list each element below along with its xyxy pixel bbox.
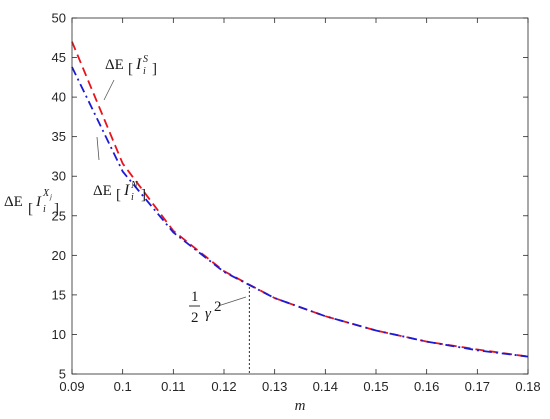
- y-tick-label: 25: [52, 208, 66, 223]
- y-tick-label: 5: [59, 367, 66, 382]
- x-axis-label: m: [295, 398, 306, 414]
- gamma-annotation: 1 2 γ 2: [189, 289, 247, 326]
- svg-text:]: ]: [152, 61, 157, 77]
- x-tick-label: 0.18: [515, 379, 540, 394]
- svg-text:2: 2: [191, 310, 199, 326]
- svg-text:I: I: [123, 182, 130, 199]
- svg-text:S: S: [143, 54, 148, 65]
- series-line-1: [71, 66, 529, 358]
- svg-text:γ: γ: [205, 306, 212, 322]
- svg-text:ΔE: ΔE: [4, 194, 23, 210]
- svg-text:]: ]: [54, 201, 59, 217]
- x-tick-label: 0.13: [262, 379, 287, 394]
- y-tick-label: 40: [52, 90, 66, 105]
- y-axis-ticks: 5 10 15 20 25 30 35 40 45 50: [52, 11, 528, 382]
- svg-text:i: i: [131, 192, 134, 203]
- svg-text:I: I: [35, 194, 42, 210]
- y-tick-label: 10: [52, 327, 66, 342]
- x-tick-label: 0.14: [313, 379, 338, 394]
- x-tick-label: 0.1: [114, 379, 132, 394]
- svg-text:I: I: [135, 56, 142, 73]
- series-layer: [71, 41, 529, 358]
- svg-text:X: X: [42, 188, 50, 199]
- svg-text:i: i: [43, 204, 46, 215]
- x-tick-label: 0.17: [465, 379, 490, 394]
- gamma-leader: [217, 296, 247, 307]
- svg-text:]: ]: [141, 187, 146, 203]
- x-axis-ticks: 0.09 0.1 0.11 0.12 0.13 0.14 0.15 0.16 0.17 0.18: [59, 18, 541, 394]
- y-tick-label: 35: [52, 129, 66, 144]
- x-tick-label: 0.09: [59, 379, 84, 394]
- legend-leader-s: [103, 79, 115, 101]
- svg-text:N: N: [130, 180, 139, 191]
- svg-text:i: i: [143, 66, 146, 77]
- y-tick-label: 45: [52, 50, 66, 65]
- x-tick-label: 0.11: [161, 379, 185, 394]
- svg-text:ΔE: ΔE: [105, 57, 124, 73]
- x-tick-label: 0.16: [414, 379, 439, 394]
- y-tick-label: 15: [52, 287, 66, 302]
- x-tick-label: 0.15: [363, 379, 388, 394]
- svg-text:1: 1: [191, 289, 199, 305]
- y-tick-label: 20: [52, 248, 66, 263]
- legend-label-s: ΔE [ I i S ]: [103, 54, 157, 101]
- legend-leader-n: [96, 136, 100, 161]
- plot-frame: [71, 17, 529, 375]
- svg-text:[: [: [28, 201, 33, 217]
- y-tick-label: 30: [52, 169, 66, 184]
- svg-text:[: [: [128, 61, 133, 77]
- y-axis-label: ΔE [ I i X j ]: [4, 188, 59, 217]
- svg-text:2: 2: [214, 299, 222, 315]
- y-tick-label: 50: [52, 11, 66, 26]
- x-tick-label: 0.12: [211, 379, 236, 394]
- svg-text:j: j: [49, 193, 52, 201]
- legend-label-n: ΔE [ I i N ]: [93, 136, 146, 203]
- svg-text:[: [: [116, 187, 121, 203]
- svg-text:ΔE: ΔE: [93, 183, 112, 199]
